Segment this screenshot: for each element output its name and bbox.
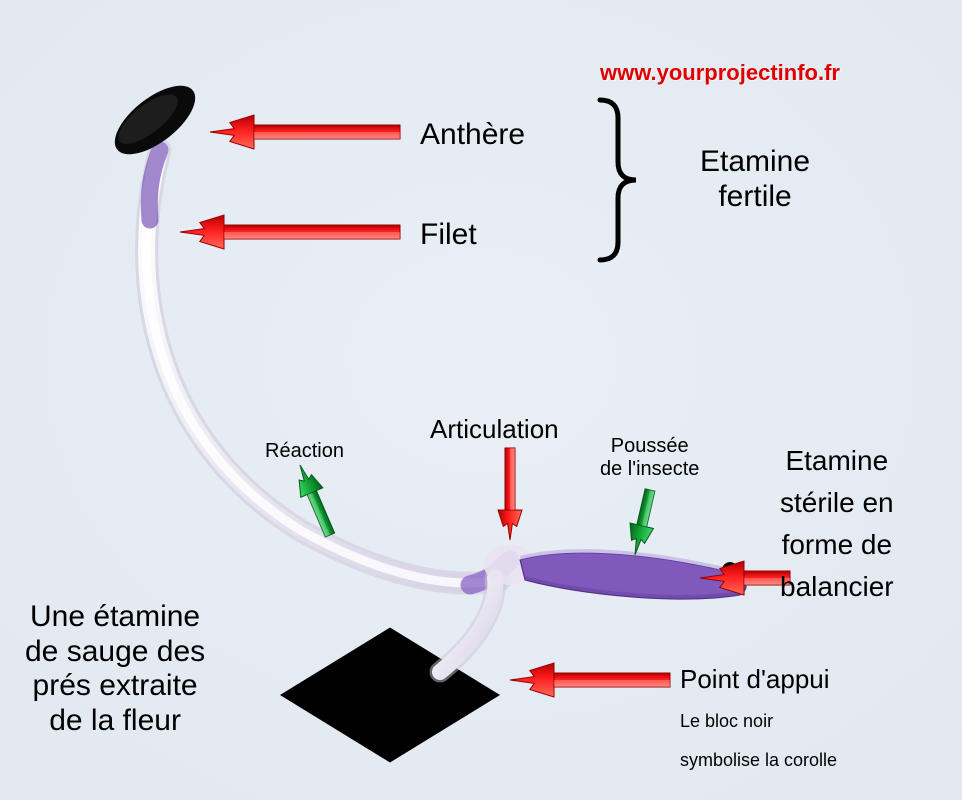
diagram-root: www.yourprojectinfo.fr Anthère Filet Eta… <box>0 0 962 800</box>
label-subline: symbolise la corolle <box>680 750 837 770</box>
label-line: Point d'appui <box>680 664 830 694</box>
label-line: de sauge des <box>25 635 205 668</box>
label-subline: Le bloc noir <box>680 711 773 731</box>
caption: Une étamine de sauge des prés extraite d… <box>25 600 205 738</box>
label-poussee: Poussée de l'insecte <box>600 435 699 481</box>
label-line: balancier <box>780 571 894 602</box>
label-line: fertile <box>718 180 791 213</box>
label-line: Poussée <box>611 435 689 457</box>
label-line: prés extraite <box>33 669 198 702</box>
label-line: de la fleur <box>49 704 181 737</box>
label-line: forme de <box>782 529 893 560</box>
label-line: stérile en <box>780 487 894 518</box>
label-point-appui: Point d'appui Le bloc noir symbolise la … <box>680 660 837 777</box>
label-line: de l'insecte <box>600 458 699 480</box>
label-reaction: Réaction <box>265 440 344 463</box>
label-filet: Filet <box>420 218 477 253</box>
label-line: Etamine <box>700 145 810 178</box>
watermark-url: www.yourprojectinfo.fr <box>600 60 840 85</box>
label-etamine-fertile: Etamine fertile <box>700 145 810 214</box>
label-line: Etamine <box>785 445 888 476</box>
label-line: Une étamine <box>30 600 200 633</box>
label-articulation: Articulation <box>430 415 559 445</box>
label-anthere: Anthère <box>420 118 525 153</box>
label-etamine-sterile: Etamine stérile en forme de balancier <box>780 440 894 608</box>
